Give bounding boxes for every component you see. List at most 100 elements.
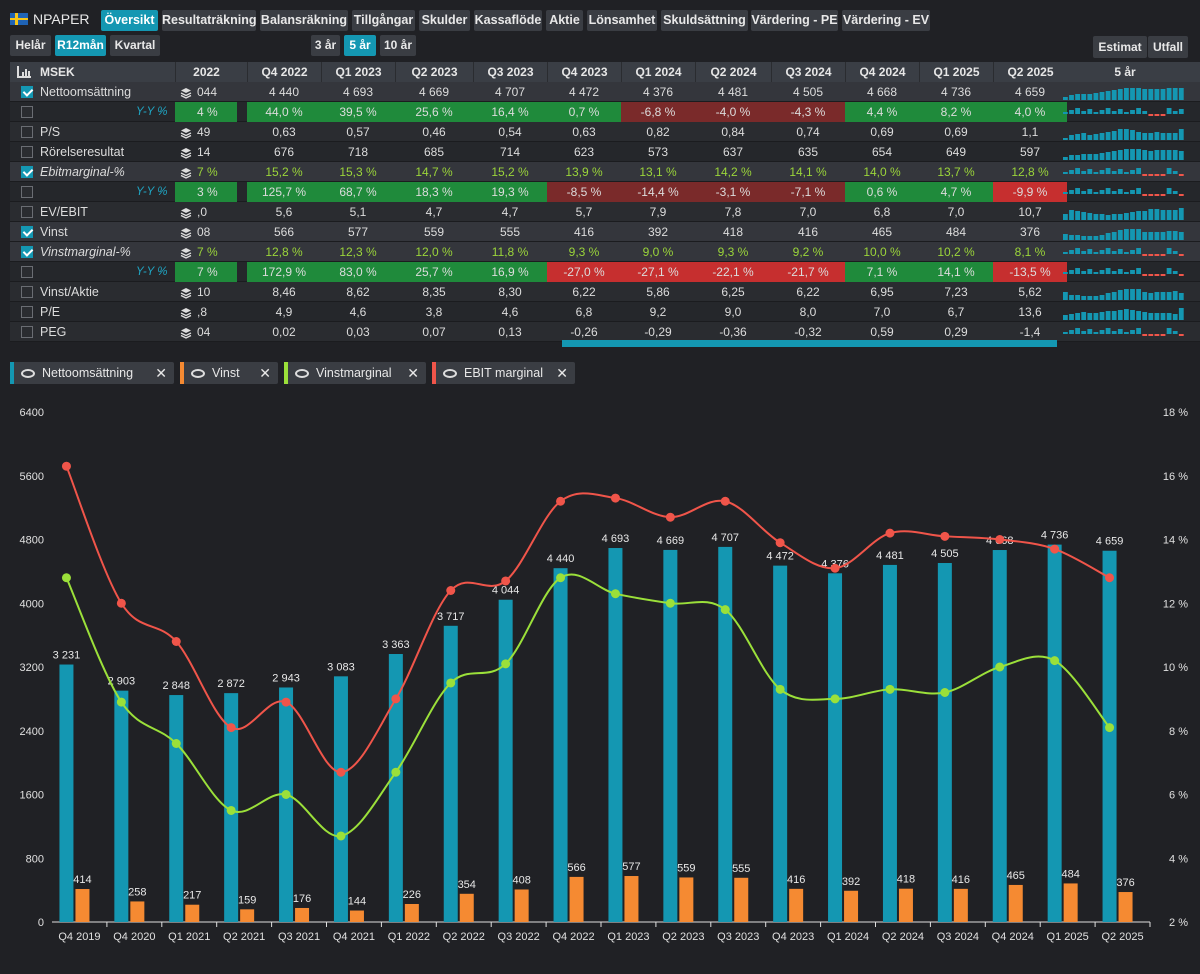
- table-cell: 7,0: [947, 205, 965, 219]
- table-cell: 125,7 %: [247, 182, 321, 202]
- close-icon[interactable]: ✕: [155, 365, 167, 381]
- table-cell: 4,6: [349, 305, 367, 319]
- ebit-margin-line: [65, 465, 1111, 774]
- period-button-0[interactable]: Helår: [10, 35, 51, 56]
- x-tick-label: Q4 2020: [113, 931, 155, 943]
- eye-icon[interactable]: [191, 369, 205, 378]
- period-button-2[interactable]: Kvartal: [110, 35, 160, 56]
- table-cell: 172,9 %: [247, 262, 321, 282]
- column-header[interactable]: Q4 2024: [845, 62, 919, 82]
- tab-5[interactable]: Kassaflöde: [474, 10, 542, 31]
- layers-icon[interactable]: [180, 206, 192, 219]
- profit-data-label: 408: [512, 874, 530, 886]
- profit-bar: [789, 888, 804, 922]
- period-button-1[interactable]: R12mån: [55, 35, 106, 56]
- column-header[interactable]: Q3 2024: [771, 62, 845, 82]
- ebit-margin-point: [830, 563, 840, 573]
- range-button-0[interactable]: 3 år: [311, 35, 340, 56]
- table-cell: 0,54: [498, 125, 522, 139]
- column-header[interactable]: Q1 2025: [919, 62, 993, 82]
- table-cell: 573: [647, 145, 669, 159]
- row-checkbox[interactable]: [21, 186, 33, 198]
- table-cell: 4,0 %: [993, 102, 1067, 122]
- row-label: P/S: [40, 125, 61, 139]
- close-icon[interactable]: ✕: [556, 365, 568, 381]
- layers-icon[interactable]: [180, 326, 192, 339]
- horizontal-scrollbar[interactable]: [562, 340, 1057, 347]
- row-checkbox[interactable]: [21, 166, 33, 178]
- table-cell: 5,1: [349, 205, 367, 219]
- tab-2[interactable]: Balansräkning: [260, 10, 348, 31]
- column-header[interactable]: Q2 2025: [993, 62, 1067, 82]
- legend-chip-3[interactable]: EBIT marginal ✕: [432, 362, 575, 384]
- range-button-1[interactable]: 5 år: [344, 35, 376, 56]
- tab-7[interactable]: Lönsamhet: [587, 10, 657, 31]
- legend-label: Vinst: [212, 366, 240, 380]
- row-checkbox[interactable]: [21, 306, 33, 318]
- row-checkbox[interactable]: [21, 266, 33, 278]
- row-checkbox[interactable]: [21, 146, 33, 158]
- table-cell: 7 %: [197, 165, 218, 179]
- table-cell: 5,86: [646, 285, 670, 299]
- row-checkbox[interactable]: [21, 206, 33, 218]
- column-header[interactable]: Q3 2023: [473, 62, 547, 82]
- legend-chip-2[interactable]: Vinstmarginal ✕: [284, 362, 426, 384]
- column-header[interactable]: Q4 2022: [247, 62, 321, 82]
- y-right-tick: 18 %: [1163, 407, 1188, 419]
- table-cell: 9,2: [649, 305, 667, 319]
- column-header[interactable]: Q1 2023: [321, 62, 395, 82]
- mode-button-1[interactable]: Utfall: [1148, 36, 1188, 58]
- column-header[interactable]: Q4 2023: [547, 62, 621, 82]
- row-checkbox[interactable]: [21, 86, 33, 98]
- tab-4[interactable]: Skulder: [419, 10, 470, 31]
- eye-icon[interactable]: [443, 369, 457, 378]
- row-checkbox[interactable]: [21, 326, 33, 338]
- revenue-bar: [828, 573, 843, 922]
- tab-1[interactable]: Resultaträkning: [162, 10, 256, 31]
- row-checkbox[interactable]: [21, 226, 33, 238]
- layers-icon[interactable]: [180, 286, 192, 299]
- table-cell: 6,95: [870, 285, 894, 299]
- table-cell: 0,69: [870, 125, 894, 139]
- column-header[interactable]: Q2 2023: [395, 62, 473, 82]
- column-header[interactable]: 2022: [175, 62, 237, 82]
- eye-icon[interactable]: [21, 369, 35, 378]
- bar-chart-icon[interactable]: [17, 66, 31, 78]
- tab-8[interactable]: Skuldsättning: [661, 10, 748, 31]
- layers-icon[interactable]: [180, 306, 192, 319]
- close-icon[interactable]: ✕: [407, 365, 419, 381]
- ebit-margin-point: [720, 496, 730, 506]
- row-checkbox[interactable]: [21, 246, 33, 258]
- range-button-2[interactable]: 10 år: [380, 35, 416, 56]
- tab-10[interactable]: Värdering - EV: [842, 10, 930, 31]
- legend-chip-0[interactable]: Nettoomsättning ✕: [10, 362, 174, 384]
- row-checkbox[interactable]: [21, 126, 33, 138]
- profit-margin-point: [775, 684, 785, 694]
- table-cell: 8,0: [799, 305, 817, 319]
- row-checkbox[interactable]: [21, 286, 33, 298]
- revenue-bar: [498, 599, 513, 922]
- legend-chip-1[interactable]: Vinst ✕: [180, 362, 278, 384]
- tab-3[interactable]: Tillgångar: [352, 10, 415, 31]
- revenue-bar: [773, 565, 788, 922]
- layers-icon[interactable]: [180, 226, 192, 239]
- tab-6[interactable]: Aktie: [546, 10, 583, 31]
- layers-icon[interactable]: [180, 246, 192, 259]
- layers-icon[interactable]: [180, 166, 192, 179]
- layers-icon[interactable]: [180, 146, 192, 159]
- close-icon[interactable]: ✕: [259, 365, 271, 381]
- column-header[interactable]: Q2 2024: [695, 62, 771, 82]
- layers-icon[interactable]: [180, 126, 192, 139]
- profit-data-label: 566: [567, 862, 585, 874]
- layers-icon[interactable]: [180, 86, 192, 99]
- column-header[interactable]: Q1 2024: [621, 62, 695, 82]
- tab-0[interactable]: Översikt: [101, 10, 158, 31]
- profit-data-label: 392: [842, 876, 860, 888]
- y-left-tick: 5600: [20, 471, 44, 483]
- row-checkbox[interactable]: [21, 106, 33, 118]
- mode-button-0[interactable]: Estimat: [1093, 36, 1147, 58]
- table-cell: 4,4 %: [845, 102, 919, 122]
- profit-margin-point: [391, 767, 401, 777]
- eye-icon[interactable]: [295, 369, 309, 378]
- tab-9[interactable]: Värdering - PE: [751, 10, 838, 31]
